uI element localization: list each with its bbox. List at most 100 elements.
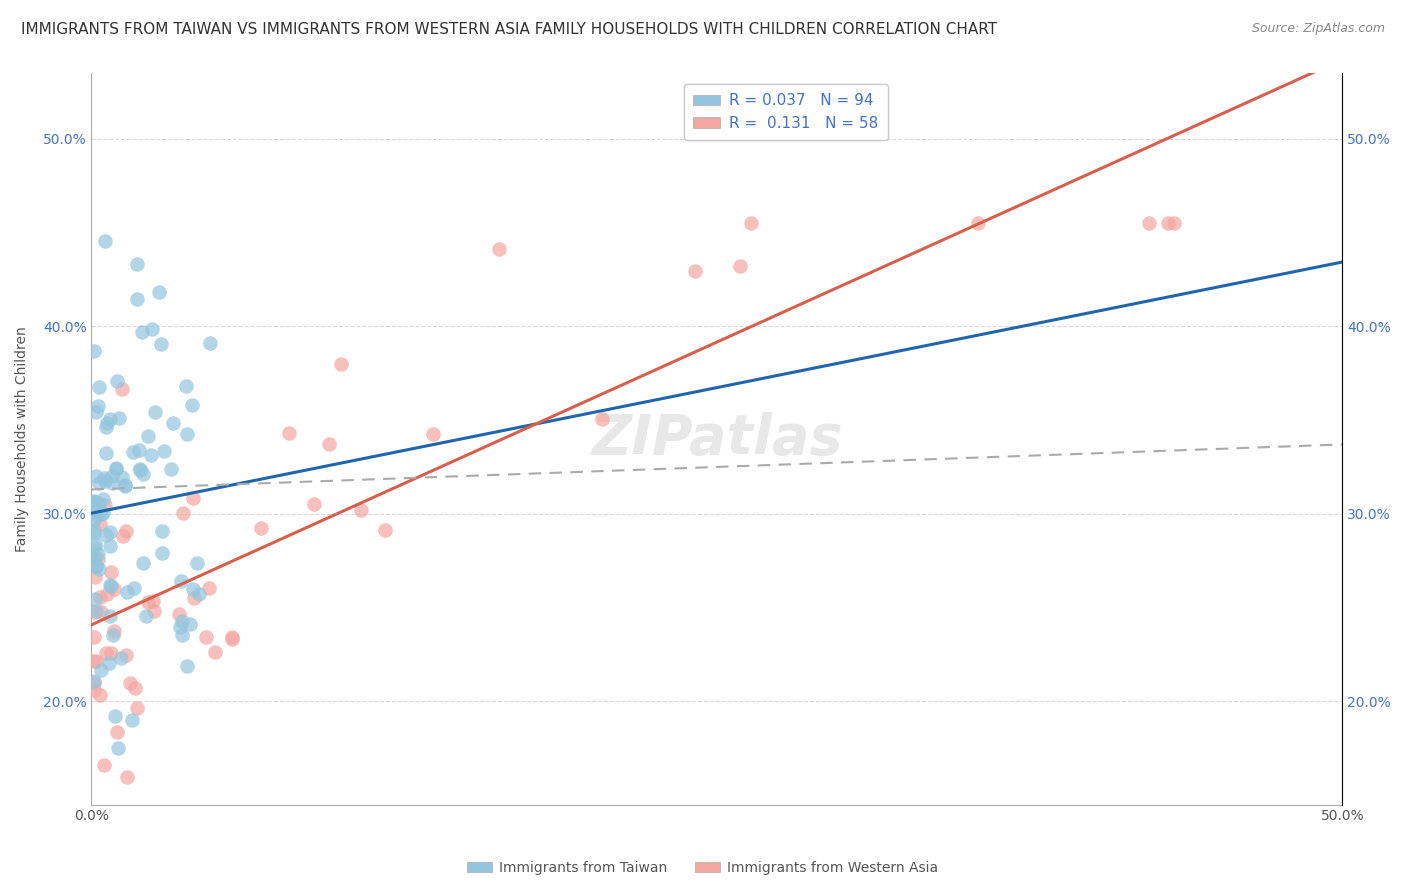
Immigrants from Taiwan — [84, 559, 107, 574]
Immigrants from Western Asia — [966, 216, 988, 230]
Immigrants from Taiwan — [87, 561, 110, 575]
Immigrants from Taiwan — [98, 525, 121, 540]
Immigrants from Taiwan — [122, 444, 145, 458]
Immigrants from Western Asia — [374, 523, 396, 537]
Immigrants from Western Asia — [93, 758, 115, 772]
Immigrants from Taiwan — [186, 556, 208, 570]
Immigrants from Western Asia — [172, 507, 194, 521]
Immigrants from Western Asia — [103, 582, 125, 596]
Immigrants from Taiwan — [87, 475, 110, 490]
Immigrants from Taiwan — [108, 410, 131, 425]
Immigrants from Taiwan — [91, 492, 114, 507]
Immigrants from Western Asia — [136, 595, 159, 609]
Immigrants from Taiwan — [96, 416, 118, 430]
Immigrants from Western Asia — [115, 524, 138, 538]
Immigrants from Western Asia — [83, 675, 105, 690]
Immigrants from Taiwan — [98, 609, 121, 624]
Immigrants from Taiwan — [125, 257, 148, 271]
Immigrants from Taiwan — [100, 577, 122, 591]
Immigrants from Taiwan — [111, 470, 134, 484]
Text: ZIPatlas: ZIPatlas — [591, 412, 842, 466]
Immigrants from Western Asia — [111, 382, 134, 396]
Immigrants from Western Asia — [143, 604, 166, 618]
Text: Source: ZipAtlas.com: Source: ZipAtlas.com — [1251, 22, 1385, 36]
Immigrants from Western Asia — [94, 647, 117, 661]
Immigrants from Western Asia — [142, 594, 165, 608]
Immigrants from Western Asia — [89, 688, 111, 702]
Immigrants from Taiwan — [181, 582, 204, 597]
Immigrants from Taiwan — [188, 587, 211, 601]
Immigrants from Taiwan — [87, 547, 110, 561]
Immigrants from Western Asia — [89, 516, 111, 531]
Immigrants from Taiwan — [83, 537, 105, 551]
Immigrants from Western Asia — [100, 647, 122, 661]
Immigrants from Taiwan — [153, 444, 176, 458]
Immigrants from Taiwan — [150, 337, 173, 351]
Immigrants from Taiwan — [136, 429, 159, 443]
Immigrants from Taiwan — [150, 546, 173, 560]
Immigrants from Western Asia — [488, 242, 510, 256]
Immigrants from Taiwan — [122, 581, 145, 595]
Immigrants from Taiwan — [94, 235, 117, 249]
Immigrants from Taiwan — [114, 477, 136, 491]
Immigrants from Western Asia — [197, 582, 219, 596]
Immigrants from Taiwan — [105, 374, 128, 388]
Immigrants from Taiwan — [176, 427, 198, 442]
Immigrants from Taiwan — [176, 658, 198, 673]
Y-axis label: Family Households with Children: Family Households with Children — [15, 326, 30, 551]
Immigrants from Western Asia — [111, 529, 134, 543]
Immigrants from Taiwan — [83, 526, 105, 541]
Immigrants from Western Asia — [329, 357, 352, 371]
Immigrants from Taiwan — [180, 398, 202, 412]
Immigrants from Western Asia — [83, 605, 105, 619]
Immigrants from Western Asia — [1163, 216, 1185, 230]
Immigrants from Taiwan — [87, 379, 110, 393]
Immigrants from Taiwan — [114, 479, 136, 493]
Immigrants from Western Asia — [278, 426, 301, 441]
Immigrants from Taiwan — [96, 420, 118, 434]
Text: IMMIGRANTS FROM TAIWAN VS IMMIGRANTS FROM WESTERN ASIA FAMILY HOUSEHOLDS WITH CH: IMMIGRANTS FROM TAIWAN VS IMMIGRANTS FRO… — [21, 22, 997, 37]
Immigrants from Taiwan — [90, 663, 112, 677]
Immigrants from Western Asia — [83, 654, 105, 668]
Legend: Immigrants from Taiwan, Immigrants from Western Asia: Immigrants from Taiwan, Immigrants from … — [463, 855, 943, 880]
Immigrants from Taiwan — [103, 709, 125, 723]
Immigrants from Western Asia — [1156, 216, 1178, 230]
Immigrants from Western Asia — [100, 565, 122, 579]
Immigrants from Taiwan — [84, 559, 107, 574]
Immigrants from Taiwan — [179, 616, 201, 631]
Immigrants from Taiwan — [131, 556, 153, 570]
Immigrants from Taiwan — [162, 416, 184, 430]
Immigrants from Western Asia — [683, 264, 706, 278]
Immigrants from Western Asia — [86, 654, 108, 668]
Immigrants from Western Asia — [124, 681, 146, 695]
Immigrants from Taiwan — [107, 741, 129, 756]
Immigrants from Taiwan — [93, 475, 115, 489]
Immigrants from Taiwan — [141, 321, 163, 335]
Immigrants from Taiwan — [84, 405, 107, 419]
Immigrants from Taiwan — [127, 292, 149, 306]
Immigrants from Taiwan — [93, 470, 115, 484]
Immigrants from Taiwan — [131, 326, 153, 340]
Legend: R = 0.037   N = 94, R =  0.131   N = 58: R = 0.037 N = 94, R = 0.131 N = 58 — [683, 84, 887, 140]
Immigrants from Taiwan — [89, 496, 111, 510]
Immigrants from Western Asia — [89, 591, 111, 605]
Immigrants from Western Asia — [87, 551, 110, 566]
Immigrants from Taiwan — [98, 656, 121, 670]
Immigrants from Taiwan — [160, 462, 183, 476]
Immigrants from Western Asia — [740, 216, 762, 230]
Immigrants from Taiwan — [121, 713, 143, 727]
Immigrants from Taiwan — [83, 541, 105, 555]
Immigrants from Taiwan — [84, 604, 107, 618]
Immigrants from Western Asia — [94, 498, 117, 512]
Immigrants from Taiwan — [174, 379, 197, 393]
Immigrants from Taiwan — [83, 513, 105, 527]
Immigrants from Taiwan — [83, 344, 105, 359]
Immigrants from Taiwan — [128, 463, 150, 477]
Immigrants from Taiwan — [131, 467, 153, 481]
Immigrants from Taiwan — [84, 504, 107, 518]
Immigrants from Taiwan — [87, 399, 110, 413]
Immigrants from Taiwan — [94, 528, 117, 542]
Immigrants from Taiwan — [172, 628, 194, 642]
Immigrants from Western Asia — [221, 630, 243, 644]
Immigrants from Taiwan — [98, 539, 121, 553]
